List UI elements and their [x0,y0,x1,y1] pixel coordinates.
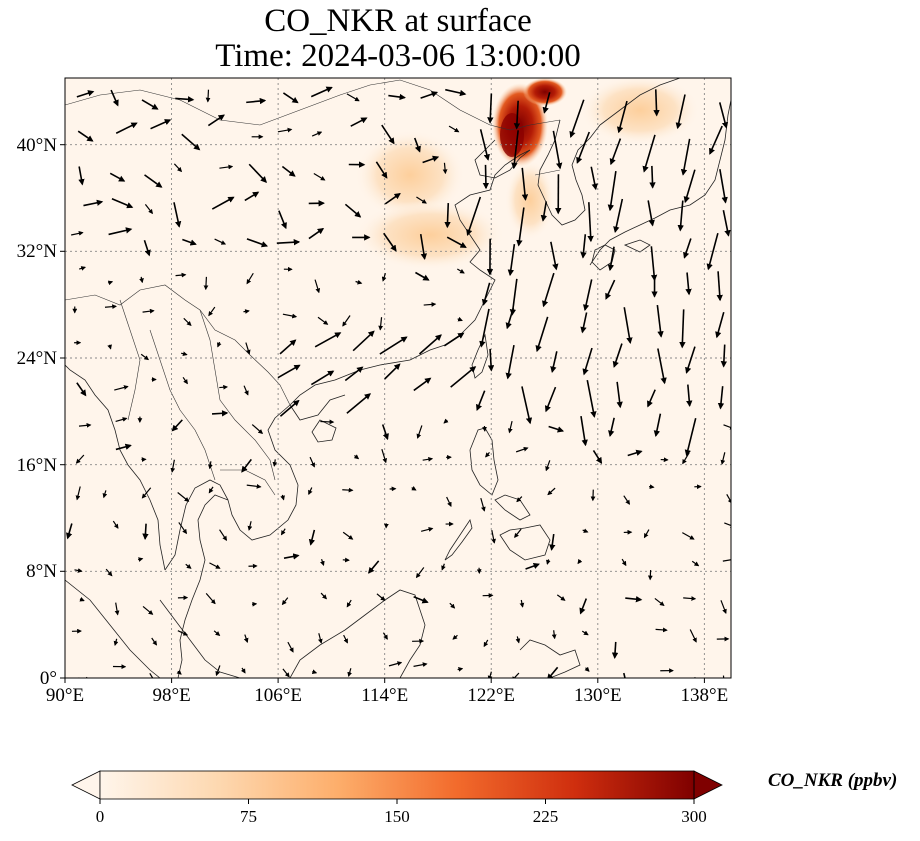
colorbar-tick-label: 225 [533,807,559,826]
colorbar-gradient [100,771,694,799]
korea-bay-plume-top [523,78,567,106]
wind-arrow [724,345,725,367]
lat-tick-label: 16°N [17,455,58,476]
wind-arrow [656,89,657,115]
colorbar-extend-low [72,771,100,799]
colorbar-tick-label: 150 [384,807,410,826]
colorbar-ticks [100,799,694,804]
korea-bay-plume-core [500,113,524,157]
wind-arrow [320,422,333,423]
wind-arrow [145,524,146,539]
wind-arrow [206,277,207,289]
lat-tick-label: 32°N [17,241,58,262]
colorbar-tick-label: 300 [681,807,707,826]
lon-tick-label: 130°E [574,685,622,706]
wind-arrow [219,387,227,388]
lon-tick-label: 106°E [254,685,302,706]
wind-arrow [342,490,352,491]
lon-tick-label: 122°E [467,685,515,706]
wind-arrow [656,629,667,630]
lat-tick-label: 0° [40,668,57,689]
lon-axis: 90°E 98°E 106°E 114°E 122°E 130°E 138°E [46,685,728,706]
lat-tick-label: 24°N [17,348,58,369]
lon-tick-label: 114°E [361,685,408,706]
colorbar-tick-label: 0 [96,807,105,826]
wind-arrow [615,642,616,658]
yellow-sea-plume [355,200,505,270]
colorbar-label: CO_NKR (ppbv) [768,770,897,792]
wind-arrow [212,413,227,414]
colorbar-tick-label: 75 [240,807,257,826]
wind-arrow [652,166,653,187]
lon-tick-label: 138°E [681,685,729,706]
wind-arrow [447,203,448,227]
lat-axis: 0° 8°N 16°N 24°N 32°N 40°N [17,135,58,689]
lon-tick-label: 98°E [152,685,190,706]
wind-arrow [208,90,209,102]
lat-tick-label: 8°N [26,561,57,582]
lat-tick-label: 40°N [17,135,58,156]
colorbar: 0 75 150 225 300 [72,771,722,826]
colorbar-extend-high [694,771,722,799]
korea-south-plume [505,160,555,240]
wind-arrow [649,487,654,488]
